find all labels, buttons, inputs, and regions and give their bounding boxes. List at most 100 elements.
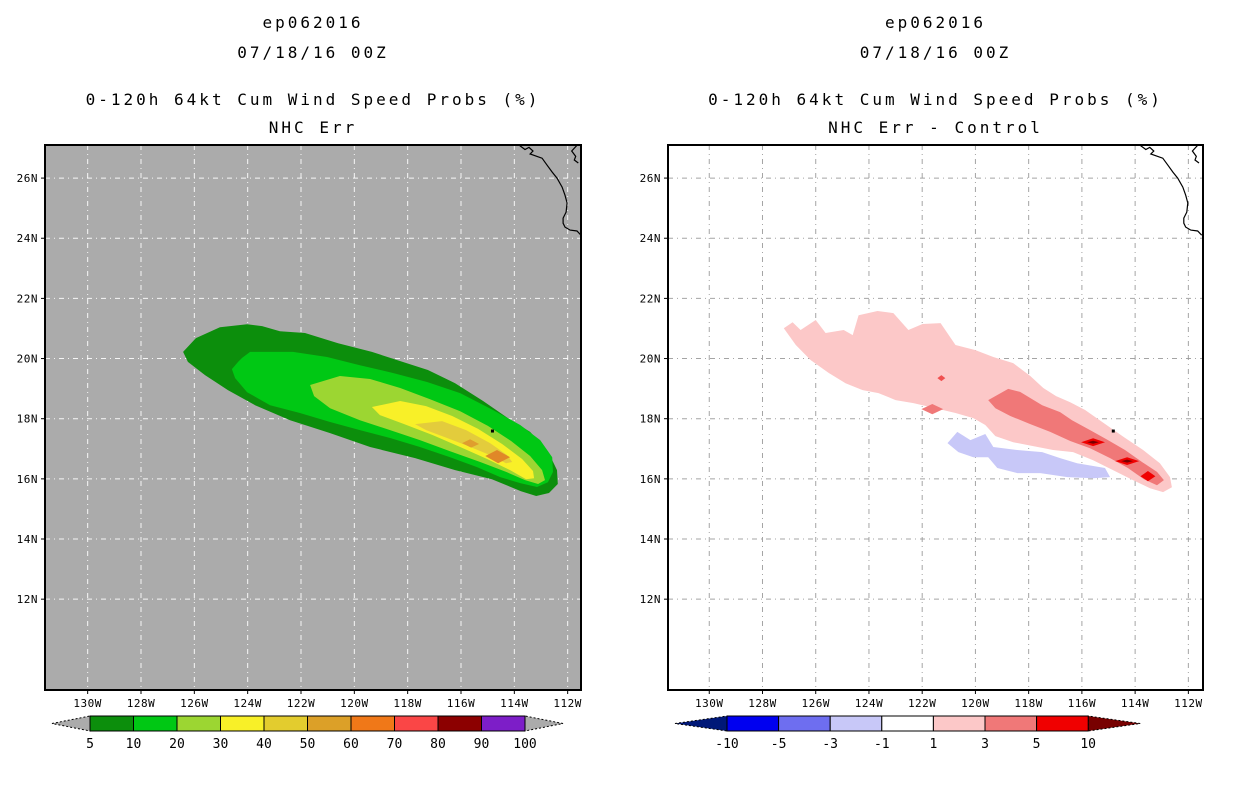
coastline — [1138, 145, 1203, 236]
lon-tick-label: 114W — [500, 697, 529, 710]
colorbar-over-arrow — [524, 715, 564, 732]
colorbar-segment — [89, 715, 134, 732]
lon-tick-label: 122W — [908, 697, 937, 710]
colorbar-segment — [307, 715, 352, 732]
colorbar-segment — [176, 715, 221, 732]
lat-tick-label: 18N — [640, 413, 661, 426]
lon-tick-label: 118W — [1014, 697, 1043, 710]
colorbar-label: 40 — [256, 737, 272, 752]
lat-tick-label: 24N — [17, 232, 38, 245]
island-marker — [1111, 429, 1115, 433]
colorbar-label: 60 — [343, 737, 359, 752]
coastline — [517, 145, 581, 236]
right-init-time: 07/18/16 00Z — [859, 43, 1012, 62]
colorbar-segment — [437, 715, 482, 732]
contour-level-10 — [1087, 440, 1099, 444]
right-panel-header: ep062016 07/18/16 00Z 0-120h 64kt Cum Wi… — [668, 0, 1203, 145]
contour-level-3 — [921, 404, 944, 415]
coastline — [570, 145, 579, 164]
colorbar-label: 10 — [1080, 737, 1096, 752]
left-storm-id: ep062016 — [262, 13, 364, 32]
left-init-time: 07/18/16 00Z — [237, 43, 389, 62]
left-map-area — [45, 145, 581, 690]
coastline — [1191, 145, 1200, 164]
colorbar-segment — [1036, 715, 1089, 732]
lon-tick-label: 112W — [553, 697, 582, 710]
colorbar-label: -5 — [771, 737, 787, 752]
colorbar-segment — [829, 715, 883, 732]
lon-tick-label: 116W — [1068, 697, 1097, 710]
lat-tick-label: 14N — [640, 533, 661, 546]
lat-tick-label: 16N — [17, 473, 38, 486]
lon-tick-label: 124W — [855, 697, 884, 710]
lon-tick-label: 120W — [961, 697, 990, 710]
lat-tick-label: 12N — [640, 593, 661, 606]
lon-tick-label: 116W — [447, 697, 476, 710]
lon-tick-label: 126W — [180, 697, 209, 710]
colorbar-segment — [932, 715, 986, 732]
left-model-label: NHC Err — [268, 118, 358, 137]
colorbar-segment — [394, 715, 439, 732]
lat-tick-label: 12N — [17, 593, 38, 606]
lat-tick-label: 20N — [17, 353, 38, 366]
right-map-background — [668, 145, 1203, 690]
lat-tick-label: 26N — [640, 172, 661, 185]
colorbar-segment — [778, 715, 831, 732]
lon-tick-label: 114W — [1121, 697, 1150, 710]
lon-tick-label: 130W — [73, 697, 102, 710]
left-panel-header: ep062016 07/18/16 00Z 0-120h 64kt Cum Wi… — [45, 0, 581, 145]
colorbar-segment — [984, 715, 1038, 732]
contour-level-3 — [937, 375, 946, 382]
colorbar-label: 5 — [86, 737, 94, 752]
colorbar-under-arrow — [51, 715, 91, 732]
colorbar-label: 50 — [300, 737, 316, 752]
contour-level-40 — [415, 421, 513, 464]
contour-level-10 — [1121, 459, 1133, 463]
contour-level-1 — [783, 311, 1172, 493]
colorbar-label: -10 — [715, 737, 738, 752]
lon-tick-label: 112W — [1174, 697, 1203, 710]
colorbar-over-arrow — [1087, 715, 1141, 732]
colorbar-label: 5 — [1033, 737, 1041, 752]
lon-tick-label: 118W — [393, 697, 422, 710]
colorbar-label: 3 — [981, 737, 989, 752]
island-marker — [490, 429, 494, 433]
lon-tick-label: 128W — [127, 697, 156, 710]
colorbar-segment — [481, 715, 526, 732]
lat-tick-label: 22N — [640, 292, 661, 305]
lat-tick-label: 14N — [17, 533, 38, 546]
colorbar-segment — [726, 715, 780, 732]
contour-level-50 — [485, 450, 511, 464]
lon-tick-label: 130W — [695, 697, 724, 710]
colorbar-label: 80 — [430, 737, 446, 752]
lat-tick-label: 24N — [640, 232, 661, 245]
colorbar-label: -1 — [874, 737, 890, 752]
contour-level-50 — [462, 439, 480, 448]
colorbar-label: 100 — [513, 737, 536, 752]
right-subtitle: 0-120h 64kt Cum Wind Speed Probs (%) — [708, 90, 1163, 109]
colorbar-segment — [263, 715, 308, 732]
right-map-frame — [667, 144, 1204, 691]
colorbar-label: 20 — [169, 737, 185, 752]
lon-tick-label: 120W — [340, 697, 369, 710]
lat-tick-label: 26N — [17, 172, 38, 185]
colorbar-under-arrow — [674, 715, 728, 732]
right-storm-id: ep062016 — [884, 13, 987, 32]
left-subtitle: 0-120h 64kt Cum Wind Speed Probs (%) — [85, 90, 541, 109]
colorbar-label: 10 — [126, 737, 142, 752]
colorbar-label: 70 — [387, 737, 403, 752]
contour-level-5 — [1140, 471, 1156, 482]
lon-tick-label: 122W — [287, 697, 316, 710]
colorbar-label: 90 — [474, 737, 490, 752]
contour-level--1 — [947, 431, 1111, 479]
colorbar-label: 1 — [929, 737, 937, 752]
lat-tick-label: 16N — [640, 473, 661, 486]
left-map-frame — [44, 144, 582, 691]
lat-tick-label: 18N — [17, 413, 38, 426]
colorbar-segment — [133, 715, 178, 732]
lat-tick-label: 22N — [17, 292, 38, 305]
lon-tick-label: 128W — [748, 697, 777, 710]
colorbar-segment — [350, 715, 395, 732]
